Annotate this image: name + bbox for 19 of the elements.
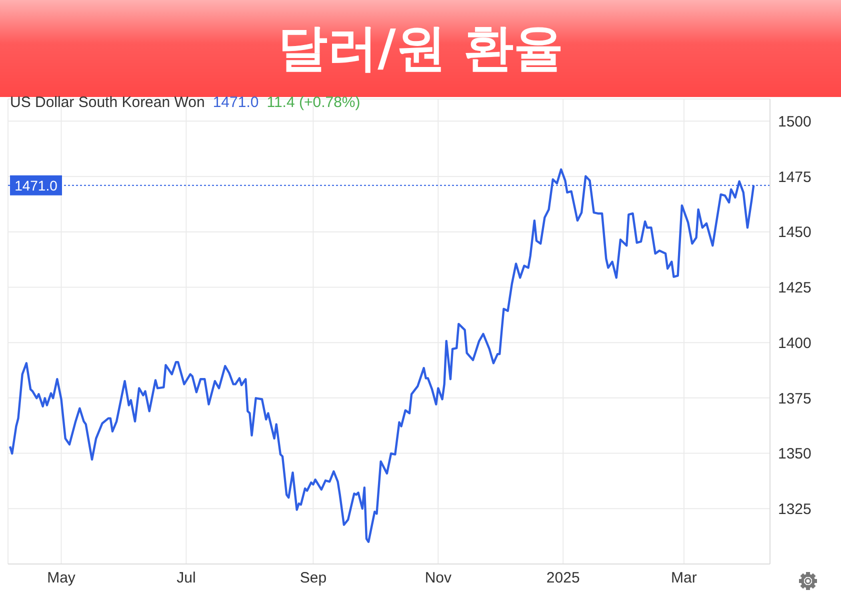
y-tick-label: 1425 bbox=[778, 280, 812, 297]
chart-subtitle: US Dollar South Korean Won bbox=[10, 94, 205, 111]
x-tick-label: Nov bbox=[424, 570, 452, 587]
x-tick-label: 2025 bbox=[546, 570, 580, 587]
ref-line-label: 1471.0 bbox=[14, 177, 58, 194]
x-tick-label: May bbox=[47, 570, 76, 587]
y-tick-label: 1400 bbox=[778, 334, 812, 352]
x-tick-label: Sep bbox=[300, 570, 327, 587]
y-tick-label: 1350 bbox=[778, 446, 812, 463]
y-tick-label: 1500 bbox=[778, 113, 812, 130]
y-tick-label: 1375 bbox=[778, 390, 812, 408]
annotation: 11.4 (+0.78%) bbox=[266, 94, 360, 111]
annotation: 1471.0 bbox=[212, 94, 259, 111]
x-tick-label: Jul bbox=[176, 570, 196, 587]
y-tick-label: 1475 bbox=[778, 168, 812, 186]
y-tick-label: 1450 bbox=[778, 224, 812, 242]
chart-title: 달러/원 환율 bbox=[278, 18, 564, 79]
y-tick-label: 1325 bbox=[778, 500, 812, 518]
x-tick-label: Mar bbox=[671, 570, 697, 587]
